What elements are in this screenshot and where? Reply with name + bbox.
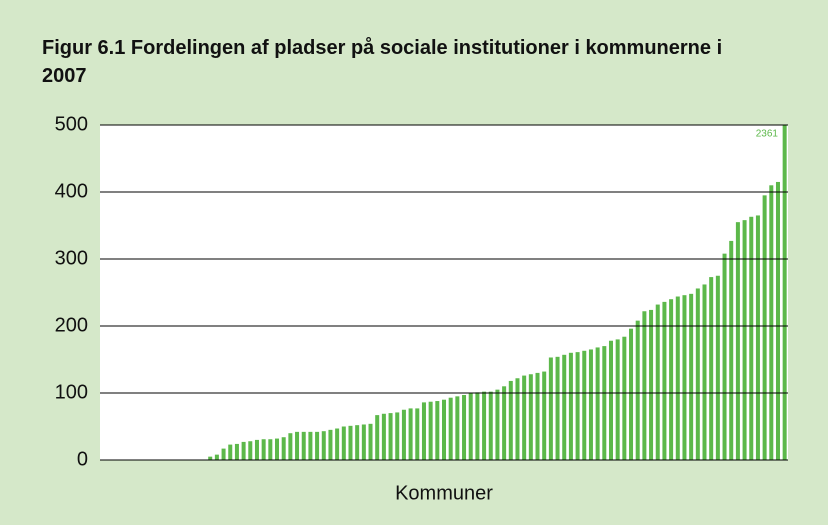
- bar: [555, 356, 560, 460]
- bar: [288, 433, 293, 460]
- bar: [762, 195, 767, 460]
- bar: [441, 399, 447, 460]
- x-axis-label: Kommuner: [395, 482, 493, 504]
- bar: [548, 357, 553, 460]
- bar: [475, 392, 480, 460]
- bar: [435, 401, 440, 460]
- bar: [622, 336, 627, 460]
- bar: [381, 413, 386, 460]
- bar: [234, 443, 239, 460]
- bar: [742, 220, 747, 460]
- bar: [629, 328, 634, 460]
- bar: [602, 346, 607, 460]
- bar: [749, 216, 754, 460]
- bar: [535, 372, 540, 460]
- data-label: 2361: [756, 129, 779, 140]
- bar: [401, 409, 406, 460]
- bar: [542, 371, 547, 460]
- bar: [655, 304, 660, 460]
- bar: [368, 423, 373, 460]
- bars: [208, 125, 787, 460]
- bar: [254, 439, 259, 460]
- bar: [428, 401, 433, 460]
- bar: [248, 441, 253, 460]
- bar: [775, 181, 780, 460]
- bar: [221, 448, 226, 460]
- bar: [608, 340, 613, 460]
- bar: [361, 424, 366, 460]
- bar: [575, 352, 580, 460]
- bar: [669, 299, 674, 460]
- bar: [515, 378, 520, 460]
- bar: [695, 288, 700, 460]
- bar: [769, 185, 774, 460]
- bar: [689, 293, 694, 460]
- y-tick-label: 200: [55, 314, 88, 336]
- chart-title: Figur 6.1 Fordelingen af pladser på soci…: [42, 37, 723, 87]
- bar: [682, 295, 687, 460]
- bar: [341, 426, 346, 460]
- y-tick-label: 400: [55, 180, 88, 202]
- bar: [482, 391, 487, 460]
- bar: [675, 296, 680, 460]
- bar: [588, 349, 593, 460]
- bar: [295, 431, 300, 460]
- bar: [355, 425, 360, 460]
- bar: [488, 391, 493, 460]
- bar: [715, 275, 720, 460]
- bar: [281, 437, 286, 460]
- y-tick-label: 300: [55, 247, 88, 269]
- bar: [315, 431, 320, 460]
- bar: [421, 402, 426, 460]
- bar: [568, 352, 573, 460]
- bar: [642, 311, 647, 460]
- bar: [662, 301, 667, 460]
- bar: [395, 412, 400, 460]
- bar: [462, 395, 467, 460]
- bar: [702, 284, 707, 460]
- bar: [455, 396, 460, 460]
- bar: [241, 441, 246, 460]
- bar: [375, 415, 380, 460]
- bar: [755, 215, 760, 460]
- bar: [595, 347, 600, 460]
- bar: [522, 375, 527, 460]
- bar: [308, 431, 313, 460]
- bar: [275, 438, 280, 460]
- bar: [228, 444, 233, 460]
- bar: [709, 277, 714, 460]
- bar: [528, 374, 533, 460]
- bar: [301, 431, 306, 460]
- bar: [582, 350, 587, 460]
- bar: [415, 408, 420, 460]
- bar: [208, 456, 213, 460]
- bar: [722, 253, 727, 460]
- bar: [321, 431, 326, 460]
- bar: [615, 339, 620, 460]
- bar: [502, 386, 507, 460]
- bar: [649, 309, 654, 460]
- bar: [782, 125, 787, 460]
- bar: [508, 380, 513, 460]
- y-tick-label: 0: [77, 448, 88, 470]
- bar: [214, 454, 219, 460]
- bar: [335, 428, 340, 460]
- bar: [729, 240, 734, 460]
- bar: [468, 393, 473, 460]
- bar: [328, 429, 333, 460]
- bar: [448, 397, 453, 460]
- bar: [562, 354, 567, 460]
- y-tick-label: 500: [55, 113, 88, 135]
- bar: [268, 439, 273, 460]
- y-tick-label: 100: [55, 381, 88, 403]
- bar: [348, 425, 353, 460]
- bar: [261, 439, 266, 460]
- bar: [495, 389, 500, 460]
- bar: [408, 408, 413, 460]
- bar: [735, 222, 740, 460]
- bar: [635, 320, 640, 460]
- bar: [388, 413, 393, 460]
